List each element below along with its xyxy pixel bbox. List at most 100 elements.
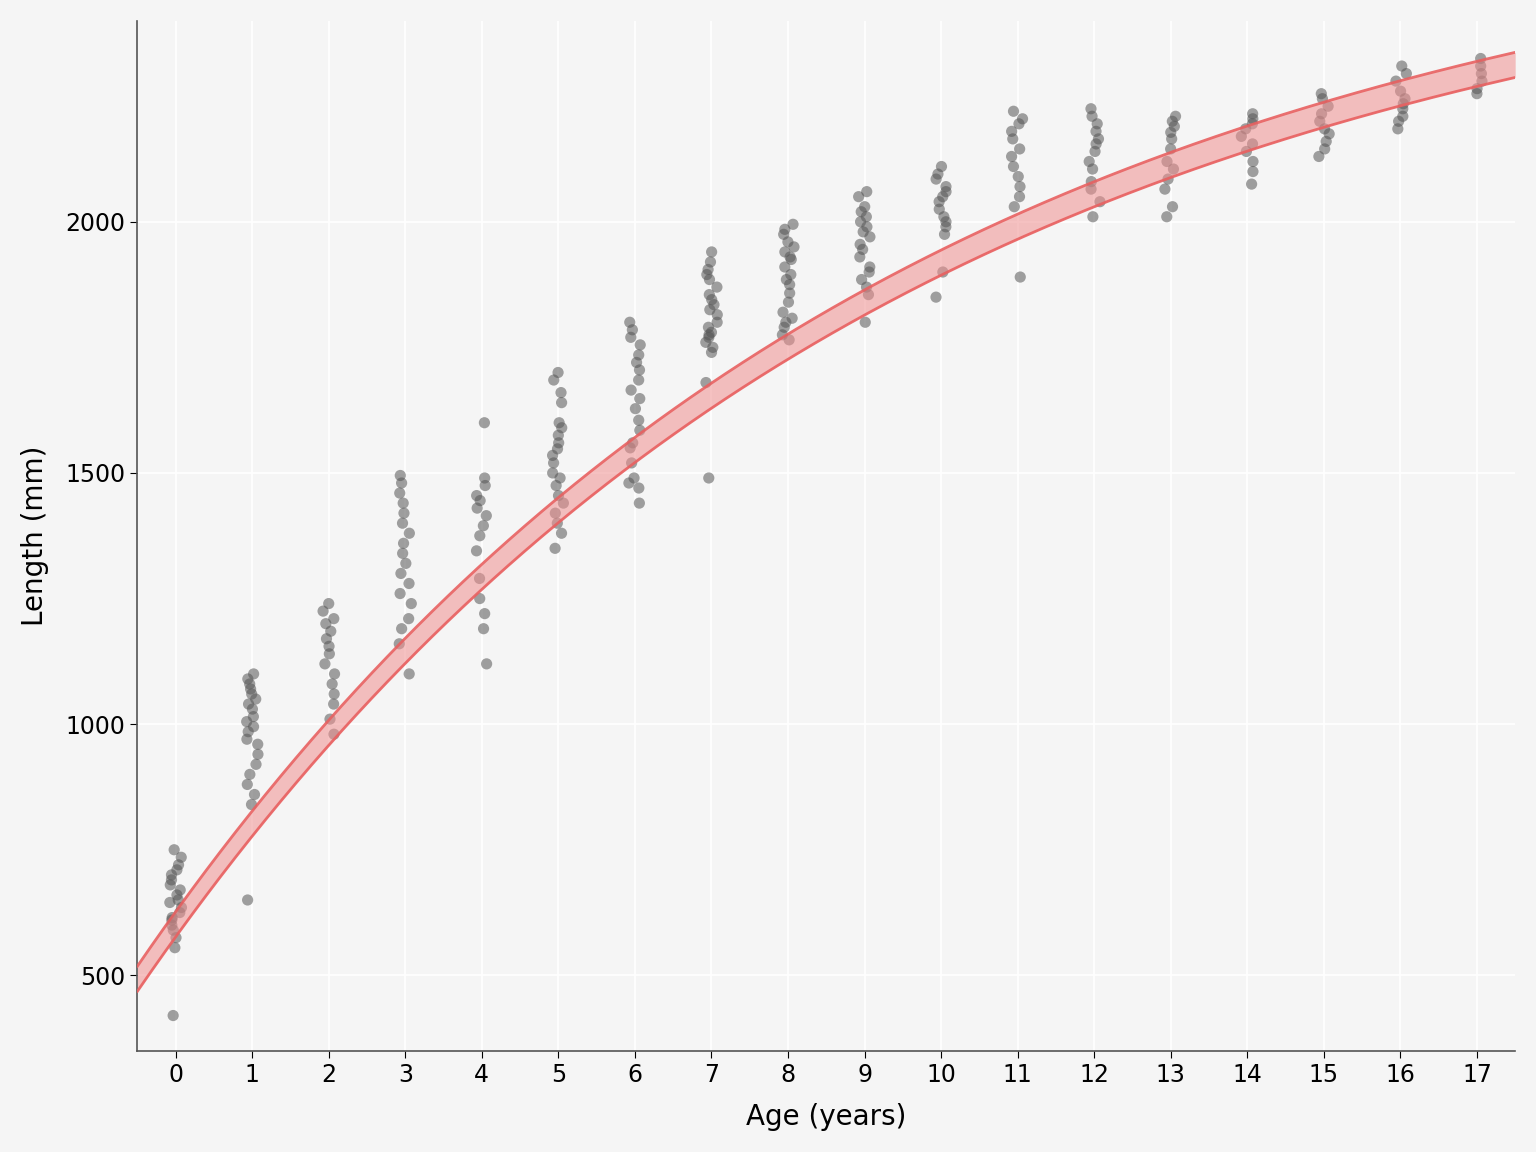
Point [1312, 120, 1336, 138]
Point [387, 484, 412, 502]
Point [389, 473, 413, 492]
Point [473, 605, 498, 623]
Point [627, 494, 651, 513]
Point [238, 680, 263, 698]
Point [472, 414, 496, 432]
Point [1390, 56, 1415, 75]
Point [166, 890, 190, 909]
Point [619, 454, 644, 472]
Point [164, 861, 189, 879]
Point [465, 499, 490, 517]
Point [160, 916, 184, 934]
Point [166, 856, 190, 874]
Point [1163, 107, 1187, 126]
Point [1310, 90, 1335, 108]
Point [1307, 147, 1332, 166]
Point [856, 286, 880, 304]
Point [316, 645, 341, 664]
Point [1001, 103, 1026, 121]
Point [1468, 56, 1493, 75]
Point [550, 418, 574, 437]
Point [705, 313, 730, 332]
Point [161, 841, 186, 859]
Point [1316, 124, 1341, 143]
Point [323, 665, 347, 683]
Point [163, 939, 187, 957]
Point [1160, 112, 1184, 130]
Point [779, 250, 803, 268]
Point [1309, 84, 1333, 103]
Point [235, 730, 260, 749]
Point [1158, 139, 1183, 158]
Point [241, 718, 266, 736]
Point [702, 295, 727, 313]
Point [542, 371, 567, 389]
Point [390, 514, 415, 532]
Point [1241, 105, 1266, 123]
Point [167, 881, 192, 900]
Point [923, 169, 948, 188]
Point [238, 675, 263, 694]
Point [548, 469, 573, 487]
Point [396, 665, 421, 683]
Point [854, 182, 879, 200]
Point [169, 899, 194, 917]
Point [318, 710, 343, 728]
Point [541, 464, 565, 483]
Point [846, 188, 871, 206]
Point [1000, 147, 1025, 166]
Point [1155, 152, 1180, 170]
Point [777, 331, 802, 349]
Point [318, 622, 343, 641]
Point [387, 635, 412, 653]
Point [464, 486, 488, 505]
Point [1008, 177, 1032, 196]
Point [1233, 120, 1258, 138]
Point [235, 712, 260, 730]
Point [619, 381, 644, 400]
Point [694, 333, 719, 351]
Point [628, 335, 653, 354]
Point [628, 420, 653, 439]
Point [390, 494, 415, 513]
Point [1465, 84, 1490, 103]
Point [1229, 127, 1253, 145]
Point [931, 188, 955, 206]
Point [243, 690, 267, 708]
Point [1006, 167, 1031, 185]
Point [777, 283, 802, 302]
Point [627, 479, 651, 498]
Point [621, 320, 645, 339]
Point [545, 363, 570, 381]
Point [1316, 97, 1341, 115]
Point [627, 411, 651, 430]
Point [774, 271, 799, 289]
Point [624, 400, 648, 418]
Point [473, 476, 498, 494]
Point [164, 886, 189, 904]
Point [777, 275, 802, 294]
Point [241, 665, 266, 683]
Point [854, 278, 879, 296]
Point [550, 524, 574, 543]
Point [545, 426, 570, 445]
Point [237, 695, 261, 713]
Point [1000, 130, 1025, 149]
Point [541, 454, 565, 472]
Point [1470, 71, 1495, 90]
Point [849, 203, 874, 221]
Point [1309, 105, 1333, 123]
Point [545, 514, 570, 532]
X-axis label: Age (years): Age (years) [746, 1104, 906, 1131]
Point [854, 207, 879, 226]
Y-axis label: Length (mm): Length (mm) [22, 446, 49, 626]
Point [475, 654, 499, 673]
Point [1313, 132, 1338, 151]
Point [1240, 175, 1264, 194]
Point [849, 271, 874, 289]
Point [396, 609, 421, 628]
Point [779, 265, 803, 283]
Point [547, 414, 571, 432]
Point [697, 326, 722, 344]
Point [1081, 207, 1106, 226]
